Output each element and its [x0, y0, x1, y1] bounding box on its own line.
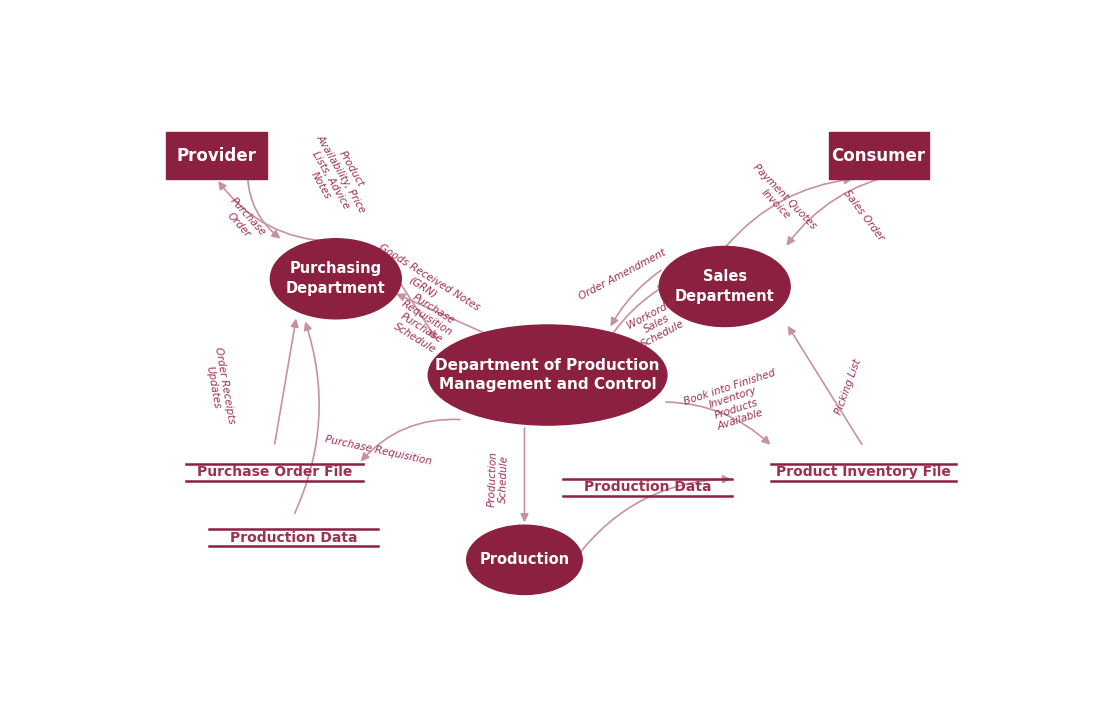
- Text: Order Amendment: Order Amendment: [578, 248, 667, 302]
- Text: Picking List: Picking List: [834, 357, 862, 416]
- FancyBboxPatch shape: [166, 132, 267, 179]
- Text: Book into Finished
Inventory
Products
Available: Book into Finished Inventory Products Av…: [683, 367, 788, 439]
- Text: Product
Availability, Price
Lists, Advice
Notes: Product Availability, Price Lists, Advic…: [294, 127, 377, 226]
- Ellipse shape: [428, 325, 667, 425]
- FancyBboxPatch shape: [828, 132, 929, 179]
- FancyArrowPatch shape: [398, 294, 502, 341]
- FancyArrowPatch shape: [666, 402, 769, 444]
- Text: Sales Order: Sales Order: [841, 188, 885, 243]
- FancyArrowPatch shape: [399, 281, 435, 338]
- Ellipse shape: [660, 247, 790, 326]
- Text: Workorder
Sales
Schedule: Workorder Sales Schedule: [625, 296, 689, 351]
- FancyArrowPatch shape: [612, 270, 661, 325]
- FancyArrowPatch shape: [726, 177, 851, 246]
- Text: Payment Quotes
Invoice: Payment Quotes Invoice: [743, 162, 818, 239]
- Ellipse shape: [467, 525, 582, 595]
- Text: Order Receipts
Updates: Order Receipts Updates: [201, 347, 236, 426]
- FancyArrowPatch shape: [577, 476, 730, 558]
- Text: Production Data: Production Data: [584, 480, 711, 495]
- FancyArrowPatch shape: [789, 327, 862, 444]
- FancyArrowPatch shape: [610, 285, 665, 336]
- Text: Production Data: Production Data: [230, 531, 358, 544]
- Text: Production
Schedule: Production Schedule: [487, 451, 510, 508]
- Text: Production: Production: [479, 552, 570, 567]
- FancyArrowPatch shape: [219, 183, 333, 242]
- Text: Purchase
Order: Purchase Order: [220, 196, 267, 246]
- FancyArrowPatch shape: [788, 174, 899, 244]
- Text: Purchasing
Department: Purchasing Department: [286, 262, 386, 296]
- FancyArrowPatch shape: [275, 321, 298, 444]
- Text: Consumer: Consumer: [831, 147, 926, 165]
- Text: Purchase Order File: Purchase Order File: [197, 465, 352, 479]
- FancyArrowPatch shape: [521, 428, 527, 521]
- Ellipse shape: [270, 239, 401, 319]
- FancyArrowPatch shape: [247, 174, 279, 237]
- Text: Department of Production
Management and Control: Department of Production Management and …: [435, 357, 660, 393]
- FancyArrowPatch shape: [362, 419, 461, 460]
- Text: Sales
Department: Sales Department: [675, 269, 775, 304]
- Text: Provider: Provider: [176, 147, 256, 165]
- Text: Goods Received Notes
(GRN): Goods Received Notes (GRN): [371, 242, 481, 323]
- Text: Purchase
Requisition
Purchase
Schedule: Purchase Requisition Purchase Schedule: [388, 289, 461, 358]
- Text: Product Inventory File: Product Inventory File: [776, 465, 951, 479]
- Text: Purchase Requisition: Purchase Requisition: [324, 434, 432, 467]
- FancyArrowPatch shape: [294, 324, 319, 513]
